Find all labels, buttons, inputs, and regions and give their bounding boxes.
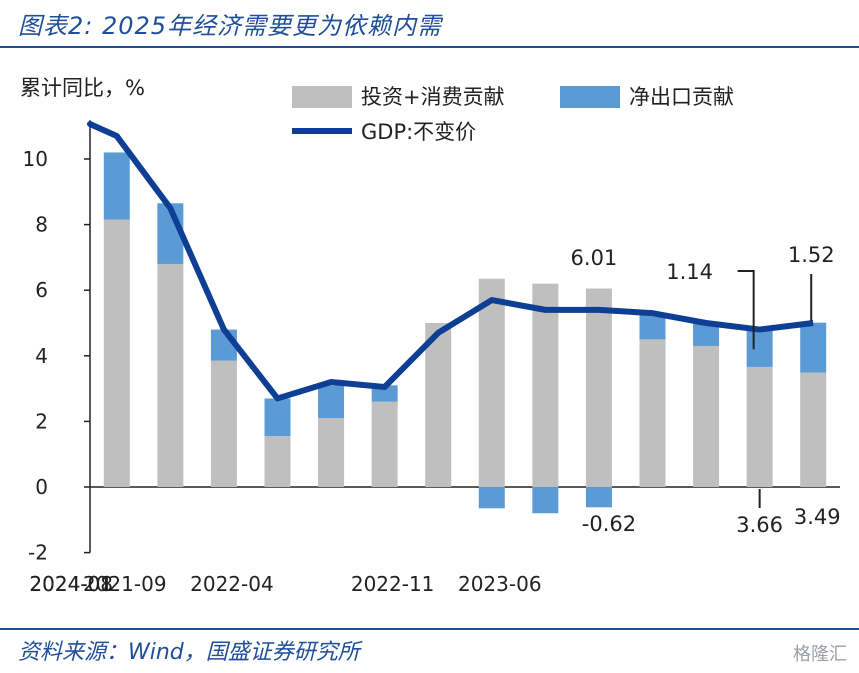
annotation-label: 6.01 xyxy=(571,246,618,270)
y-tick-label: 4 xyxy=(35,344,48,368)
callout-line xyxy=(737,270,755,350)
bar-net-exports xyxy=(478,487,505,509)
bar-domestic xyxy=(210,360,237,487)
gdp-line xyxy=(114,134,814,402)
legend-swatch-domestic xyxy=(292,86,352,108)
bar-domestic xyxy=(746,366,773,487)
top-rule xyxy=(0,46,859,48)
bar-domestic xyxy=(264,436,291,487)
bar-domestic xyxy=(371,401,398,487)
y-tick-label: 2 xyxy=(35,409,48,433)
y-tick-label: 10 xyxy=(23,147,48,171)
bar-net-exports xyxy=(318,385,345,419)
x-tick-label: 2024-08 xyxy=(29,572,113,596)
x-tick-label: 2024-01 xyxy=(29,572,113,596)
x-tick-label: 2022-04 xyxy=(190,572,274,596)
y-tick-label: 8 xyxy=(35,213,48,237)
bar-domestic xyxy=(639,339,666,487)
bar-net-exports xyxy=(800,322,827,373)
bar-net-exports xyxy=(371,385,398,402)
bar-domestic xyxy=(425,323,452,487)
bar-net-exports xyxy=(585,487,612,508)
annotation-label: 1.52 xyxy=(788,243,835,267)
y-tick-label: 6 xyxy=(35,278,48,302)
bottom-rule xyxy=(0,628,859,630)
gdp-line-start xyxy=(87,121,120,140)
watermark: 格隆汇 xyxy=(793,644,847,665)
bar-domestic xyxy=(800,372,827,487)
bar-net-exports xyxy=(532,487,559,514)
source-note: 资料来源：Wind，国盛证券研究所 xyxy=(18,640,360,665)
bar-domestic xyxy=(585,288,612,487)
chart-svg: 累计同比，% -2 0 2 4 6 8 10 2021-09 2022-04 2022-11 2023… xyxy=(20,76,841,596)
bar-net-exports xyxy=(693,323,720,346)
annotation-label: 1.14 xyxy=(666,260,713,284)
x-tick-label: 2022-11 xyxy=(351,572,435,596)
annotation-label: 3.49 xyxy=(794,505,841,529)
bar-net-exports xyxy=(264,398,291,437)
bar-net-exports xyxy=(746,329,773,367)
y-axis-label: 累计同比，% xyxy=(20,76,145,100)
legend-label: GDP:不变价 xyxy=(361,120,476,144)
bar-domestic xyxy=(103,219,130,487)
legend-swatch-net-exports xyxy=(560,86,620,108)
bar-domestic xyxy=(157,263,184,487)
annotation-label: -0.62 xyxy=(582,512,636,536)
y-tick-label: -2 xyxy=(28,541,48,565)
bar-domestic xyxy=(318,418,345,487)
bar-domestic xyxy=(693,345,720,487)
legend-label: 净出口贡献 xyxy=(629,85,734,109)
bar-net-exports xyxy=(103,152,130,220)
bar-domestic xyxy=(532,283,559,487)
y-tick-label: 0 xyxy=(35,475,48,499)
bar-domestic xyxy=(478,278,505,487)
chart-title: 图表2: 2025年经济需要更为依赖内需 xyxy=(18,12,443,40)
legend-label: 投资+消费贡献 xyxy=(361,85,505,109)
x-tick-label: 2023-06 xyxy=(458,572,542,596)
x-tick-label: 2021-09 xyxy=(83,572,167,596)
annotation-label: 3.66 xyxy=(736,513,783,537)
